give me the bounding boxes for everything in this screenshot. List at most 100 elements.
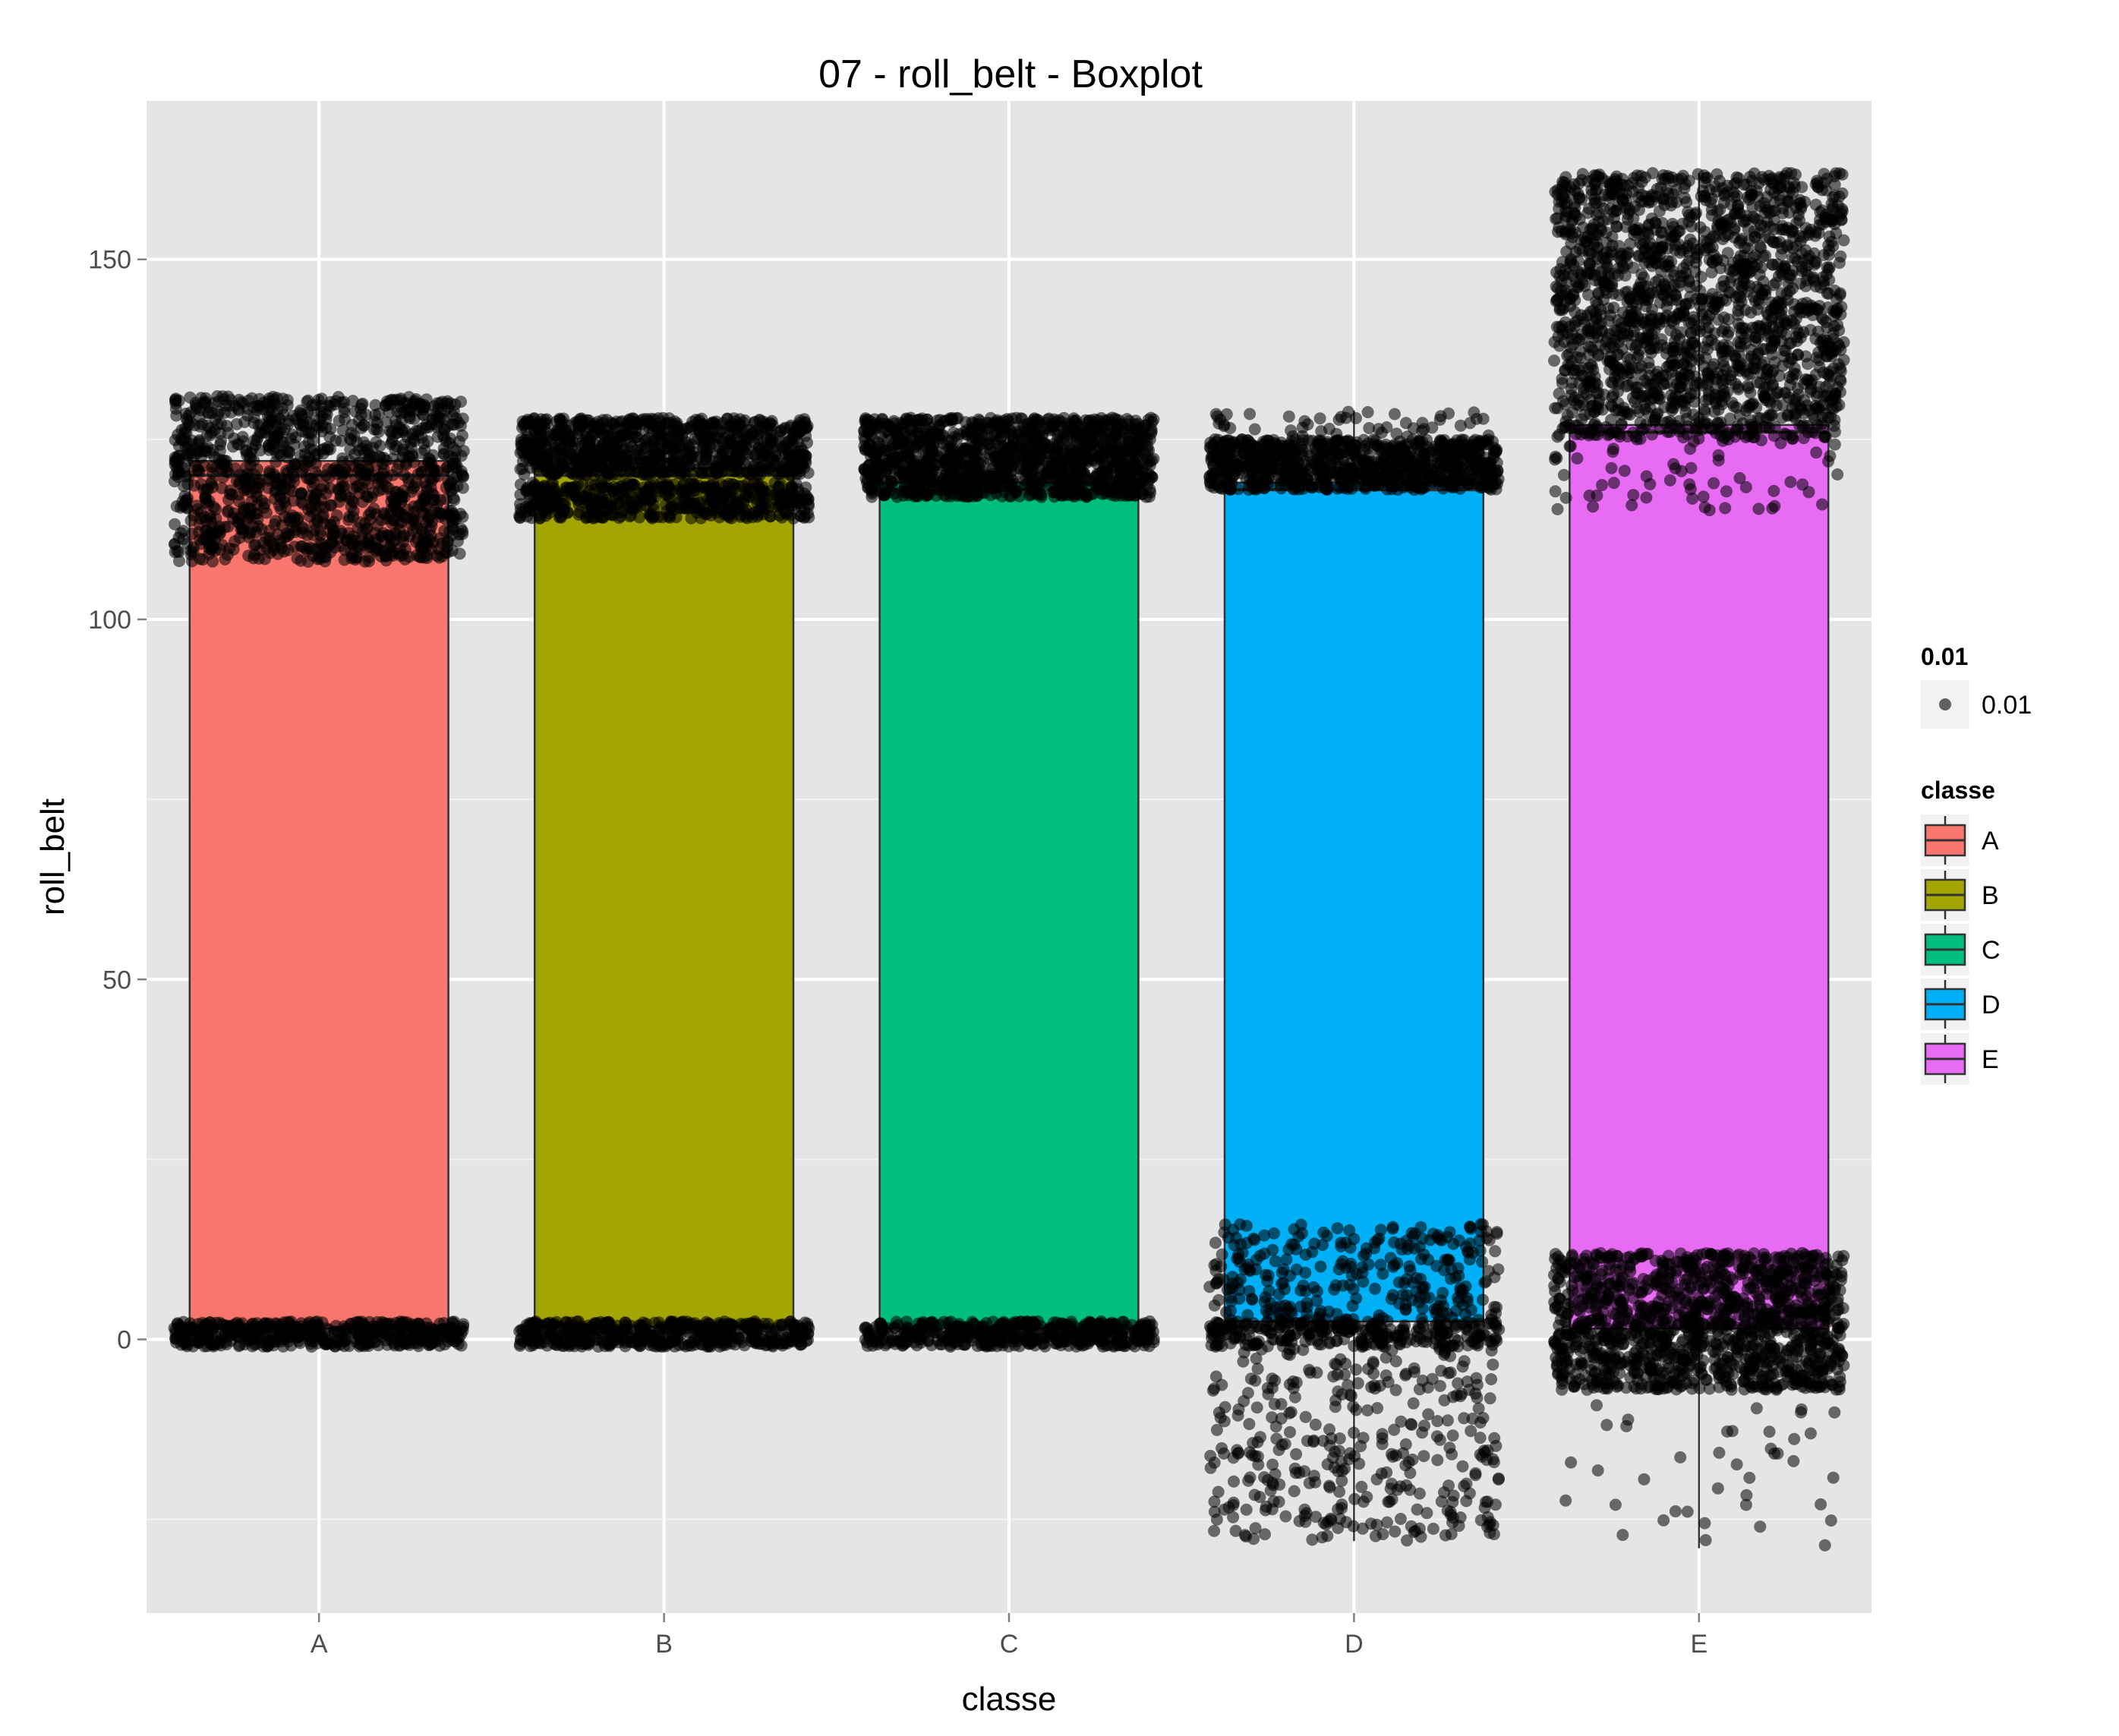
box-D: [1223, 481, 1485, 1323]
point-B: [541, 503, 554, 516]
point-A: [323, 499, 336, 512]
point-A: [169, 433, 181, 446]
point-A: [377, 452, 390, 465]
point-B: [659, 482, 672, 495]
point-C: [890, 1315, 903, 1328]
point-A: [333, 496, 345, 508]
point-B: [706, 437, 719, 450]
point-A: [314, 525, 327, 538]
point-A: [318, 542, 331, 555]
points-A: [168, 390, 470, 1353]
point-B: [535, 436, 548, 449]
point-A: [329, 1325, 341, 1338]
point-B: [668, 415, 681, 428]
point-A: [441, 535, 454, 548]
point-A: [224, 487, 236, 500]
point-A: [263, 525, 276, 537]
point-A: [240, 480, 253, 493]
point-A: [363, 453, 376, 466]
point-A: [415, 1332, 428, 1345]
point-B: [796, 458, 809, 471]
point-A: [281, 1315, 294, 1328]
point-B: [732, 454, 745, 467]
point-B: [721, 1333, 734, 1346]
point-B: [774, 462, 787, 475]
point-A: [359, 466, 372, 479]
point-B: [550, 415, 563, 428]
point-B: [736, 416, 749, 429]
point-C: [1015, 1315, 1028, 1328]
point-A: [422, 456, 435, 469]
point-A: [304, 472, 317, 485]
point-B: [626, 478, 639, 491]
point-A: [323, 443, 336, 455]
point-A: [297, 455, 310, 468]
point-A: [263, 547, 276, 559]
point-B: [756, 503, 769, 515]
point-A: [297, 417, 310, 430]
point-B: [710, 1325, 722, 1337]
point-B: [578, 438, 591, 451]
point-B: [616, 415, 629, 427]
point-A: [320, 487, 333, 500]
point-B: [583, 511, 596, 524]
point-A: [252, 476, 264, 489]
point-A: [287, 409, 300, 422]
point-A: [418, 401, 430, 414]
point-A: [328, 515, 340, 528]
point-A: [454, 508, 467, 520]
point-B: [596, 1336, 609, 1348]
point-A: [203, 1327, 216, 1340]
point-A: [345, 433, 358, 446]
point-B: [664, 1315, 677, 1328]
point-A: [439, 547, 452, 559]
point-A: [304, 1319, 317, 1332]
point-A: [286, 485, 298, 498]
point-A: [304, 427, 317, 440]
point-A: [281, 399, 294, 411]
point-A: [333, 414, 345, 427]
point-A: [400, 1316, 413, 1328]
point-A: [192, 437, 204, 450]
point-A: [202, 401, 215, 414]
point-A: [437, 447, 450, 460]
point-A: [405, 485, 418, 498]
point-B: [717, 417, 730, 430]
point-C: [1095, 1321, 1108, 1334]
point-B: [757, 421, 770, 433]
point-A: [235, 522, 248, 535]
point-B: [755, 443, 768, 455]
point-A: [377, 467, 389, 480]
point-A: [355, 1339, 367, 1351]
point-B: [606, 509, 619, 521]
point-B: [513, 1339, 526, 1352]
point-A: [294, 1337, 307, 1350]
point-A: [328, 398, 341, 411]
point-B: [710, 468, 723, 480]
point-A: [201, 1340, 213, 1353]
point-C: [861, 1336, 873, 1349]
point-A: [449, 462, 462, 474]
point-A: [433, 1330, 446, 1343]
point-A: [339, 463, 352, 476]
point-A: [407, 525, 419, 537]
point-B: [765, 484, 777, 497]
point-A: [210, 1316, 223, 1329]
point-C: [1143, 1340, 1156, 1353]
point-A: [285, 1327, 298, 1340]
point-B: [765, 1328, 778, 1341]
point-C: [1110, 487, 1123, 499]
point-A: [242, 502, 255, 515]
point-A: [315, 425, 328, 438]
point-C: [1079, 1318, 1092, 1331]
point-B: [799, 1316, 812, 1329]
point-A: [435, 405, 448, 417]
point-A: [177, 462, 190, 474]
point-B: [588, 420, 601, 433]
point-A: [260, 506, 273, 519]
point-B: [695, 512, 708, 525]
point-A: [178, 1337, 191, 1350]
point-A: [185, 555, 198, 568]
point-A: [295, 496, 308, 509]
